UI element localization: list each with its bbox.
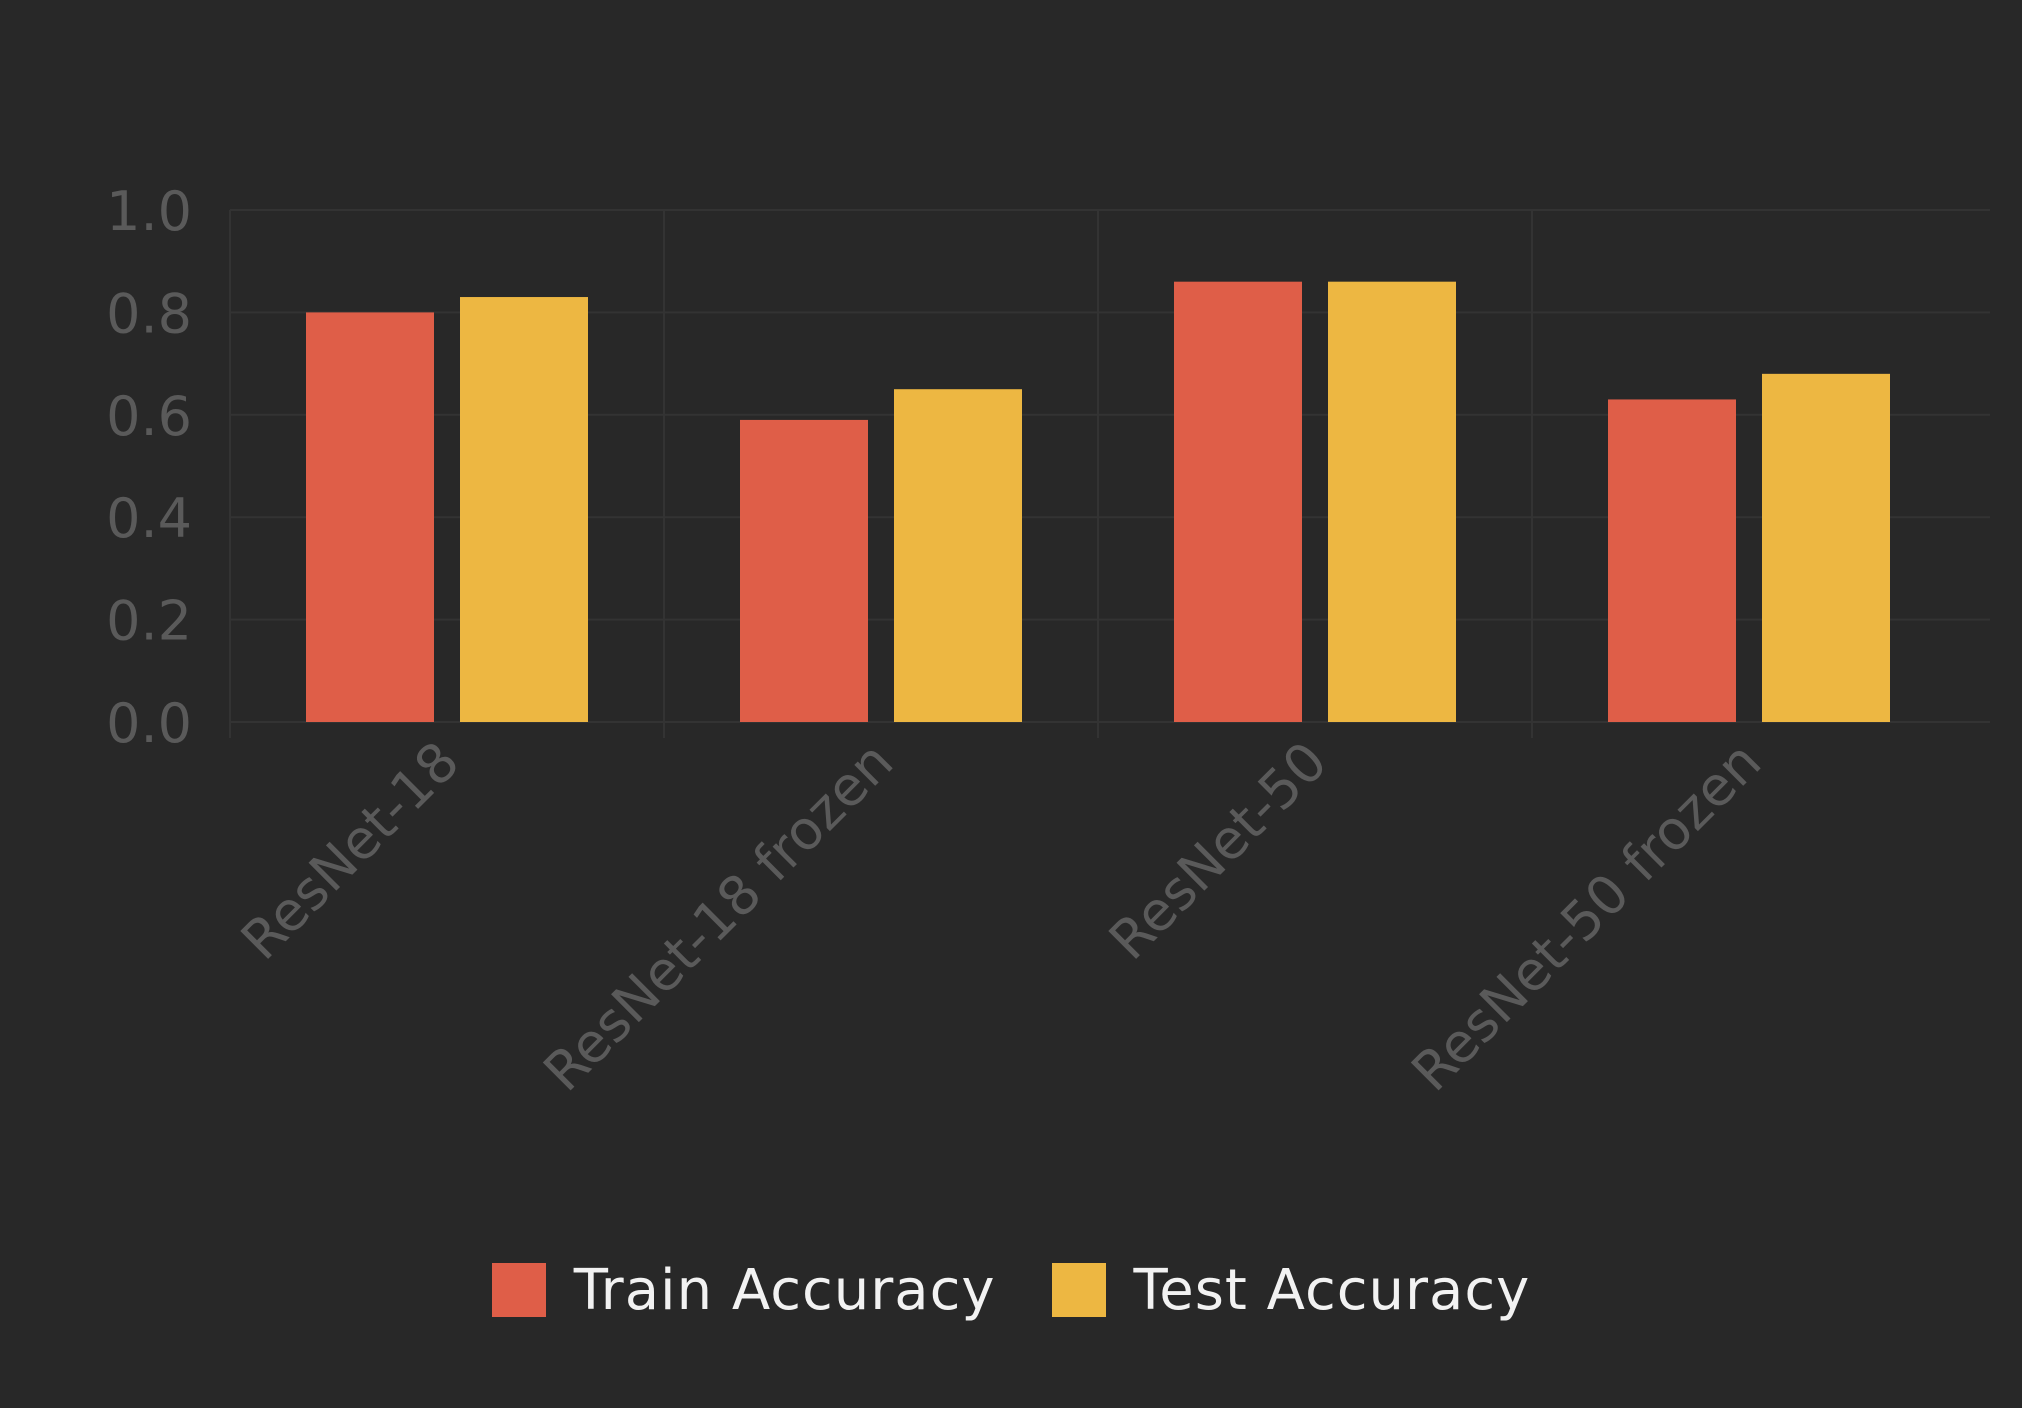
bar-train-2 [740,419,868,722]
y-tick-label: 0.2 [106,590,192,653]
bar-test-1 [460,297,588,722]
legend-label-train: Train Accuracy [573,1257,996,1323]
x-tick-label: ResNet-18 frozen [532,730,906,1104]
x-tick-label: ResNet-50 [1097,730,1339,972]
bar-train-1 [306,312,434,722]
legend: Train Accuracy Test Accuracy [0,1252,2022,1328]
y-tick-label: 0.8 [106,282,192,345]
legend-swatch-train [491,1263,546,1317]
y-tick-label: 0.4 [106,487,192,550]
bar-test-4 [1762,373,1890,722]
legend-item-train: Train Accuracy [491,1257,996,1323]
bar-test-2 [894,389,1022,722]
y-tick-label: 1.0 [106,180,192,243]
bar-train-4 [1608,399,1736,722]
y-tick-label: 0.0 [106,692,192,755]
x-tick-label: ResNet-18 [229,730,471,972]
y-axis: 0.0 0.2 0.4 0.6 0.8 1.0 [106,180,192,755]
legend-label-test: Test Accuracy [1133,1257,1531,1323]
x-tick-label: ResNet-50 frozen [1400,730,1774,1104]
legend-swatch-test [1051,1263,1106,1317]
bar-train-3 [1174,281,1302,722]
bar-test-3 [1328,281,1456,722]
x-axis: ResNet-18 ResNet-18 frozen ResNet-50 ResNet… [229,722,1773,1103]
legend-item-test: Test Accuracy [1051,1257,1531,1323]
y-tick-label: 0.6 [106,385,192,448]
bars [306,281,1890,722]
